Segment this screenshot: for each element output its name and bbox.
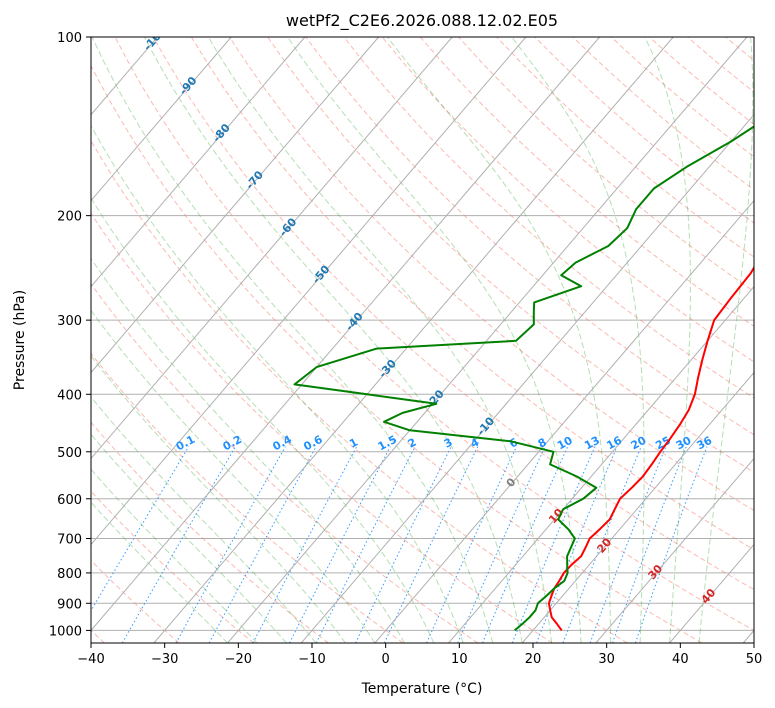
dry-adiabat-line xyxy=(229,37,754,512)
y-tick-label: 100 xyxy=(57,31,82,46)
y-tick-label: 500 xyxy=(57,446,82,461)
x-tick-label: 40 xyxy=(672,652,689,667)
moist-adiabat-line xyxy=(387,37,612,643)
x-tick-label: 0 xyxy=(382,652,390,667)
isotherm-line xyxy=(91,37,379,374)
plot-frame xyxy=(90,36,755,644)
mixing-ratio-line xyxy=(208,446,317,643)
mixing-ratio-line xyxy=(589,446,667,643)
pressure-grid xyxy=(91,37,754,631)
dry-adiabat-line xyxy=(91,139,628,643)
x-tick-label: −10 xyxy=(298,652,325,667)
mixing-ratio-label: 25 xyxy=(653,434,673,453)
isotherm-line xyxy=(374,199,754,643)
dry-adiabat-line xyxy=(381,37,754,363)
moist-adiabat-line xyxy=(91,433,287,643)
mixing-ratio-line xyxy=(175,446,286,643)
x-tick-label: −20 xyxy=(225,652,252,667)
mixing-ratio-label: 16 xyxy=(604,434,624,453)
isotherm-line xyxy=(153,37,674,643)
y-tick-label: 200 xyxy=(57,210,82,225)
isotherm-line xyxy=(595,457,754,643)
dry-adiabat-line xyxy=(91,490,255,643)
profiles xyxy=(293,125,754,632)
temperature-profile-line xyxy=(547,265,754,631)
mixing-ratio-line xyxy=(612,446,687,643)
y-axis-title: Pressure (hPa) xyxy=(12,290,28,390)
dry-adiabats xyxy=(91,37,754,643)
x-tick-label: −40 xyxy=(77,652,104,667)
dry-adiabat-line xyxy=(91,212,553,643)
dry-adiabat-line xyxy=(152,37,754,591)
moist-adiabat-line xyxy=(91,501,228,643)
dry-adiabat-line xyxy=(114,37,754,631)
y-tick-label: 400 xyxy=(57,388,82,403)
mixing-ratio-line xyxy=(355,446,452,643)
isotherms xyxy=(91,37,754,643)
dry-adiabat-line xyxy=(343,37,754,399)
mixing-ratio-line xyxy=(482,446,569,643)
plot-background xyxy=(91,37,754,643)
isotherm-line xyxy=(91,37,306,288)
dewpoint-profile-line xyxy=(293,125,754,632)
y-tick-label: 600 xyxy=(57,493,82,508)
y-tick-label: 1000 xyxy=(49,624,82,639)
moist-adiabat-line xyxy=(287,37,582,643)
moist-adiabat-line xyxy=(91,124,464,643)
mixing-ratio-line xyxy=(634,446,708,643)
mixing-ratio-line xyxy=(383,446,479,643)
chart-title: wetPf2_C2E6.2026.088.12.02.E05 xyxy=(286,11,558,31)
mixing-ratio-label: 13 xyxy=(582,434,602,453)
isotherm-line xyxy=(91,37,232,202)
mixing-ratio-line xyxy=(315,446,416,643)
moist-adiabat-line xyxy=(91,309,376,643)
isotherm-line xyxy=(521,371,754,643)
mixing-ratio-line xyxy=(121,446,236,643)
dry-adiabat-line xyxy=(91,64,703,643)
isotherm-line xyxy=(300,113,754,643)
moist-adiabat-line xyxy=(91,197,435,643)
mixing-ratio-line xyxy=(511,446,596,643)
x-tick-label: 50 xyxy=(746,652,763,667)
isotherm-line xyxy=(227,37,748,643)
isotherm-line xyxy=(91,37,453,460)
moist-adiabats xyxy=(91,37,754,643)
axes: −40 −30 −20 −10 0 10 20 30 40 50 100 200 300 400 500 60… xyxy=(49,31,762,667)
y-tick-label: 700 xyxy=(57,533,82,548)
moist-adiabat-line xyxy=(511,37,645,643)
moist-adiabat-line xyxy=(91,468,258,643)
mixing-ratio-lines xyxy=(91,446,708,643)
isotherm-line xyxy=(91,37,600,632)
mixing-ratio-line xyxy=(91,446,190,612)
moist-adiabat-line xyxy=(91,257,405,643)
moist-adiabat-line xyxy=(644,37,691,643)
x-axis-title: Temperature (°C) xyxy=(361,681,483,697)
y-tick-label: 800 xyxy=(57,567,82,582)
mixing-ratio-label: 30 xyxy=(674,434,694,453)
mixing-ratio-label: 20 xyxy=(629,434,649,453)
moist-adiabat-line xyxy=(91,355,346,643)
x-tick-label: −30 xyxy=(151,652,178,667)
x-tick-label: 10 xyxy=(451,652,468,667)
moist-adiabat-line xyxy=(207,37,553,643)
moist-adiabat-line xyxy=(698,37,754,643)
dry-adiabat-line xyxy=(91,421,329,643)
dry-adiabat-line xyxy=(91,283,479,643)
dry-adiabat-line xyxy=(267,37,754,473)
mixing-ratio-label: 36 xyxy=(695,434,715,453)
moist-adiabat-line xyxy=(143,37,523,643)
isotherm-line xyxy=(91,37,527,546)
y-tick-label: 900 xyxy=(57,597,82,612)
plot-area: 0.1 0.2 0.4 0.6 1 1.5 2 3 4 6 8 10 13 16 20 25 30 36-100-… xyxy=(91,37,754,643)
mixing-ratio-label: 10 xyxy=(555,434,575,453)
x-tick-label: 20 xyxy=(525,652,542,667)
y-tick-label: 300 xyxy=(57,314,82,329)
moist-adiabat-line xyxy=(91,396,317,643)
x-tick-label: 30 xyxy=(598,652,615,667)
